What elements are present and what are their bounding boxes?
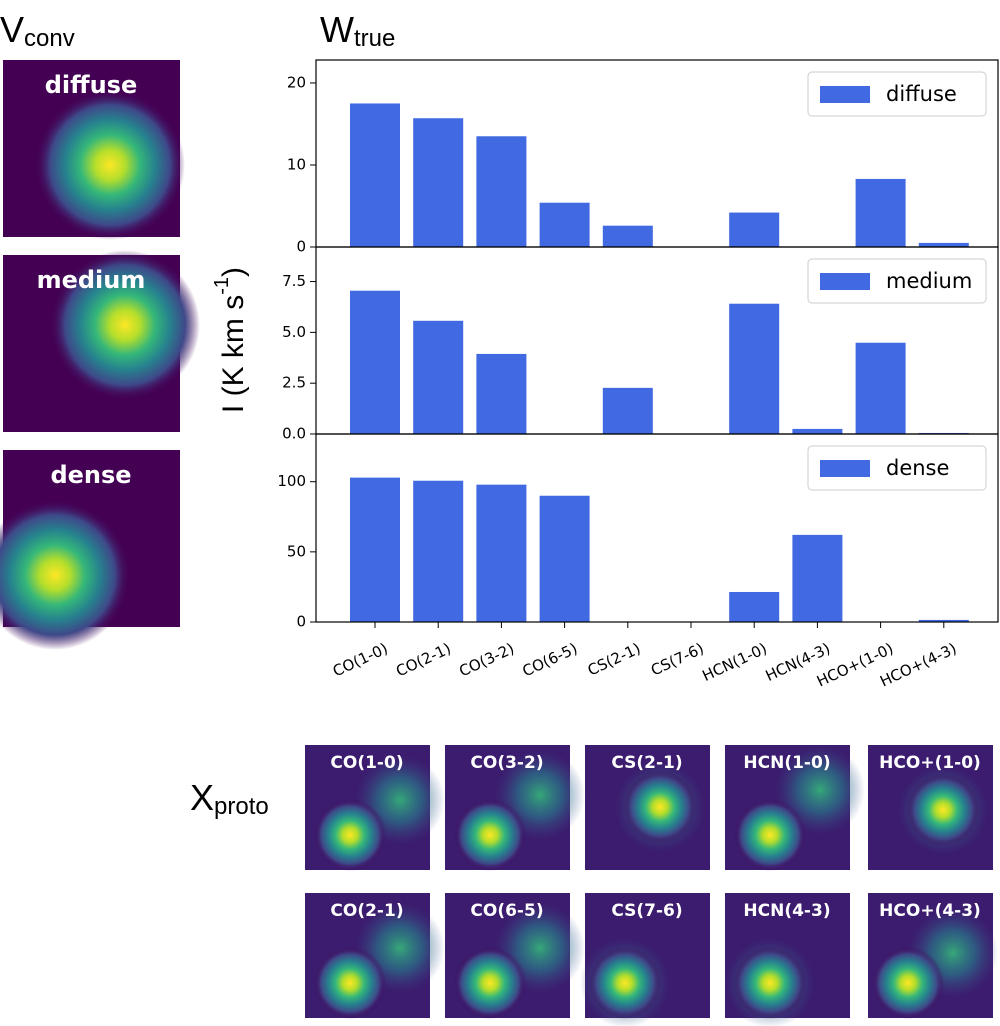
x-tick-label: CO(3-2) bbox=[456, 639, 517, 680]
image-blob bbox=[314, 947, 386, 1019]
heading-base: X bbox=[190, 777, 214, 818]
bar bbox=[855, 178, 906, 247]
axes-frame bbox=[315, 433, 999, 623]
panel-label: medium bbox=[37, 266, 146, 294]
bar bbox=[602, 387, 653, 434]
bar bbox=[729, 212, 780, 247]
bar bbox=[918, 619, 969, 622]
bar bbox=[350, 103, 400, 247]
heading: Xproto bbox=[190, 777, 269, 821]
legend-box bbox=[807, 445, 987, 491]
y-tick-label: 10 bbox=[287, 155, 306, 173]
bar bbox=[413, 118, 464, 247]
y-axis-label-end: ) bbox=[217, 267, 250, 277]
bar bbox=[855, 342, 906, 434]
panel-label: HCO+(4-3) bbox=[879, 901, 981, 921]
y-tick-label: 0 bbox=[296, 238, 306, 256]
y-axis-label-text: I (K km s bbox=[217, 295, 250, 413]
panel-label: HCN(1-0) bbox=[743, 753, 830, 773]
heading: Wtrue bbox=[320, 9, 395, 53]
x-tick-label: HCN(1-0) bbox=[699, 639, 769, 685]
image-blob bbox=[734, 799, 806, 871]
bar bbox=[350, 290, 400, 434]
bar bbox=[350, 477, 400, 622]
bar bbox=[539, 495, 590, 622]
image-blob bbox=[872, 947, 944, 1019]
image-blob bbox=[314, 799, 386, 871]
panel-label: CO(3-2) bbox=[470, 753, 543, 773]
image-blob bbox=[624, 771, 696, 843]
image-blob bbox=[734, 947, 806, 1019]
y-tick-label: 0 bbox=[296, 613, 306, 631]
panel-label: CO(6-5) bbox=[470, 901, 543, 921]
x-tick-label: CS(2-1) bbox=[585, 639, 644, 679]
bar bbox=[792, 534, 843, 622]
y-tick-label: 100 bbox=[277, 472, 306, 490]
panel-label: CS(7-6) bbox=[611, 901, 682, 921]
y-tick-label: 7.5 bbox=[282, 272, 306, 290]
panel-label: HCO+(1-0) bbox=[879, 753, 981, 773]
y-tick-label: 5.0 bbox=[282, 323, 306, 341]
panel-label: HCN(4-3) bbox=[743, 901, 830, 921]
panel-label: dense bbox=[50, 461, 131, 489]
heading-sub: proto bbox=[214, 793, 269, 820]
panel-label: CO(2-1) bbox=[330, 901, 403, 921]
y-tick-label: 0.0 bbox=[282, 425, 306, 443]
heading: Vconv bbox=[0, 9, 75, 53]
y-tick-label: 50 bbox=[287, 542, 306, 560]
heading-sub: true bbox=[354, 25, 395, 52]
panel-label: CS(2-1) bbox=[611, 753, 682, 773]
image-blob bbox=[0, 500, 130, 650]
bar bbox=[602, 225, 653, 247]
image-blob bbox=[454, 947, 526, 1019]
legend-label: dense bbox=[886, 456, 949, 480]
bar bbox=[539, 202, 590, 247]
x-tick-label: CS(7-6) bbox=[648, 639, 707, 679]
y-tick-label: 2.5 bbox=[282, 374, 306, 392]
heading-base: W bbox=[320, 9, 354, 50]
image-blob bbox=[35, 90, 185, 240]
x-tick-label: CO(2-1) bbox=[393, 639, 454, 680]
bar bbox=[476, 484, 527, 622]
y-tick-label: 20 bbox=[287, 73, 306, 91]
x-tick-label: CO(6-5) bbox=[520, 639, 581, 680]
panel-label: CO(1-0) bbox=[330, 753, 403, 773]
y-axis-label: I (K km s-1) bbox=[211, 267, 250, 413]
legend-swatch bbox=[820, 460, 870, 477]
image-blob bbox=[454, 799, 526, 871]
legend-label: diffuse bbox=[886, 82, 957, 106]
image-blob bbox=[907, 774, 979, 846]
y-axis-label-sup: -1 bbox=[211, 277, 233, 295]
heading-base: V bbox=[0, 9, 24, 50]
bar bbox=[476, 136, 527, 247]
bar bbox=[413, 480, 464, 622]
legend-swatch bbox=[820, 86, 870, 103]
legend-swatch bbox=[820, 273, 870, 290]
bar bbox=[729, 591, 780, 622]
bar bbox=[918, 242, 969, 247]
bar bbox=[413, 320, 464, 434]
image-blob bbox=[50, 250, 200, 400]
bar bbox=[729, 303, 780, 434]
x-tick-label: CO(1-0) bbox=[330, 639, 391, 680]
panel-label: diffuse bbox=[45, 71, 138, 99]
legend-label: medium bbox=[886, 269, 972, 293]
heading-sub: conv bbox=[24, 25, 75, 52]
legend-box bbox=[807, 258, 987, 304]
legend-box bbox=[807, 71, 987, 117]
bar bbox=[792, 428, 843, 434]
image-blob bbox=[589, 947, 661, 1019]
bar bbox=[476, 353, 527, 434]
